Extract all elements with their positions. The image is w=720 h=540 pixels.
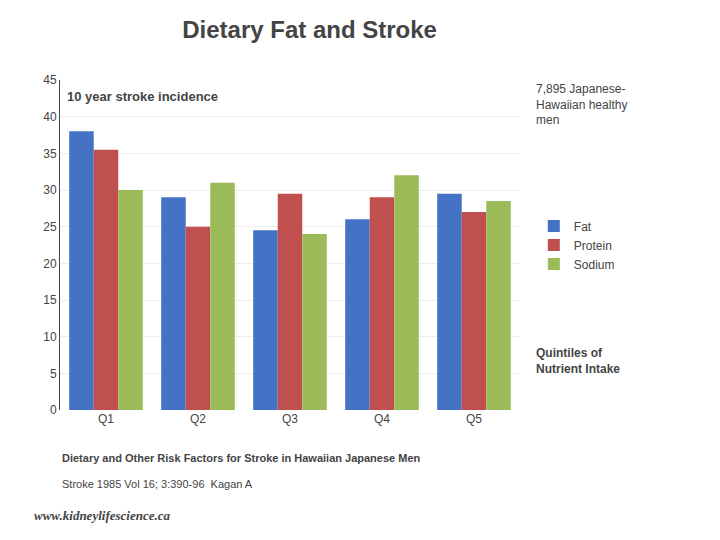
svg-text:Q4: Q4 — [374, 412, 390, 426]
svg-text:Dietary and Other Risk Factors: Dietary and Other Risk Factors for Strok… — [62, 452, 421, 464]
svg-text:Sodium: Sodium — [574, 258, 615, 272]
svg-text:Q2: Q2 — [190, 412, 206, 426]
svg-text:Quintiles ofNutrient Intake: Quintiles ofNutrient Intake — [536, 346, 620, 376]
svg-text:0: 0 — [50, 403, 57, 417]
svg-text:10 year stroke incidence: 10 year stroke incidence — [67, 89, 218, 104]
svg-text:10: 10 — [43, 330, 57, 344]
svg-text:40: 40 — [43, 110, 57, 124]
svg-text:Protein: Protein — [574, 239, 612, 253]
svg-text:35: 35 — [43, 147, 57, 161]
svg-text:www.kidneylifescience.ca: www.kidneylifescience.ca — [34, 508, 170, 523]
svg-text:Dietary Fat and Stroke: Dietary Fat and Stroke — [182, 16, 437, 43]
svg-text:20: 20 — [43, 257, 57, 271]
svg-text:15: 15 — [43, 293, 57, 307]
svg-text:7,895 Japanese-Hawaiian health: 7,895 Japanese-Hawaiian healthymen — [536, 82, 627, 127]
svg-text:30: 30 — [43, 183, 57, 197]
svg-text:5: 5 — [50, 367, 57, 381]
svg-text:Q1: Q1 — [98, 412, 114, 426]
svg-text:Q3: Q3 — [282, 412, 298, 426]
svg-text:Stroke 1985 Vol 16; 3:390-96: Stroke 1985 Vol 16; 3:390-96 Kagan A — [62, 478, 253, 490]
svg-text:45: 45 — [43, 73, 57, 87]
svg-text:Q5: Q5 — [466, 412, 482, 426]
svg-text:25: 25 — [43, 220, 57, 234]
svg-text:Fat: Fat — [574, 220, 592, 234]
